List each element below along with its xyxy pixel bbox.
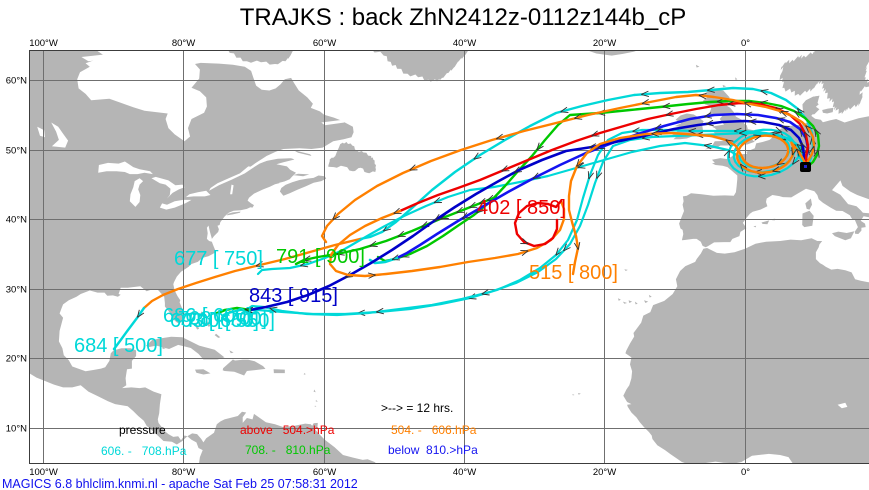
- svg-text:MAGICS 6.8 bhlclim.knmi.nl - a: MAGICS 6.8 bhlclim.knmi.nl - apache Sat …: [2, 477, 358, 490]
- svg-text:504. - 606.hPa: 504. - 606.hPa: [391, 423, 477, 437]
- svg-text:40°W: 40°W: [453, 467, 476, 478]
- svg-text:60°N: 60°N: [6, 76, 27, 87]
- svg-text:80°W: 80°W: [172, 467, 195, 478]
- svg-text:693 [ 650]: 693 [ 650]: [170, 310, 259, 332]
- svg-text:515 [ 800]: 515 [ 800]: [529, 262, 618, 284]
- svg-text:50°N: 50°N: [6, 146, 27, 157]
- svg-text:402 [ 850]: 402 [ 850]: [477, 197, 566, 219]
- svg-text:700 [ 550]: 700 [ 550]: [186, 310, 275, 332]
- svg-text:above 504.>hPa: above 504.>hPa: [240, 423, 335, 437]
- svg-text:20°N: 20°N: [6, 354, 27, 365]
- svg-text:708 [ 700]: 708 [ 700]: [178, 308, 267, 330]
- svg-text:684 [ 500]: 684 [ 500]: [74, 335, 163, 357]
- svg-text:100°W: 100°W: [29, 467, 58, 478]
- svg-text:60°W: 60°W: [313, 38, 336, 49]
- svg-text:708. - 810.hPa: 708. - 810.hPa: [245, 443, 331, 457]
- svg-text:40°W: 40°W: [453, 38, 476, 49]
- svg-text:40°N: 40°N: [6, 215, 27, 226]
- svg-text:80°W: 80°W: [172, 38, 195, 49]
- svg-text:60°W: 60°W: [313, 467, 336, 478]
- svg-text:606. - 708.hPa: 606. - 708.hPa: [101, 444, 187, 458]
- svg-text:pressure: pressure: [119, 423, 166, 437]
- svg-text:30°N: 30°N: [6, 285, 27, 296]
- svg-text:0°: 0°: [741, 467, 750, 478]
- svg-text:below 810.>hPa: below 810.>hPa: [388, 443, 478, 457]
- svg-text:10°N: 10°N: [6, 424, 27, 435]
- svg-text:TRAJKS : back ZhN2412z-0112z14: TRAJKS : back ZhN2412z-0112z144b_cP: [240, 4, 686, 31]
- svg-text:20°W: 20°W: [593, 467, 616, 478]
- svg-text:677 [ 750]: 677 [ 750]: [174, 248, 263, 270]
- svg-text:0°: 0°: [741, 38, 750, 49]
- svg-text:791 [ 900]: 791 [ 900]: [276, 246, 365, 268]
- svg-text:686 [ 600]: 686 [ 600]: [163, 305, 252, 327]
- svg-text:843 [ 915]: 843 [ 915]: [249, 285, 338, 307]
- svg-text:20°W: 20°W: [593, 38, 616, 49]
- svg-text:>--> = 12 hrs.: >--> = 12 hrs.: [381, 401, 453, 415]
- svg-text:100°W: 100°W: [29, 38, 58, 49]
